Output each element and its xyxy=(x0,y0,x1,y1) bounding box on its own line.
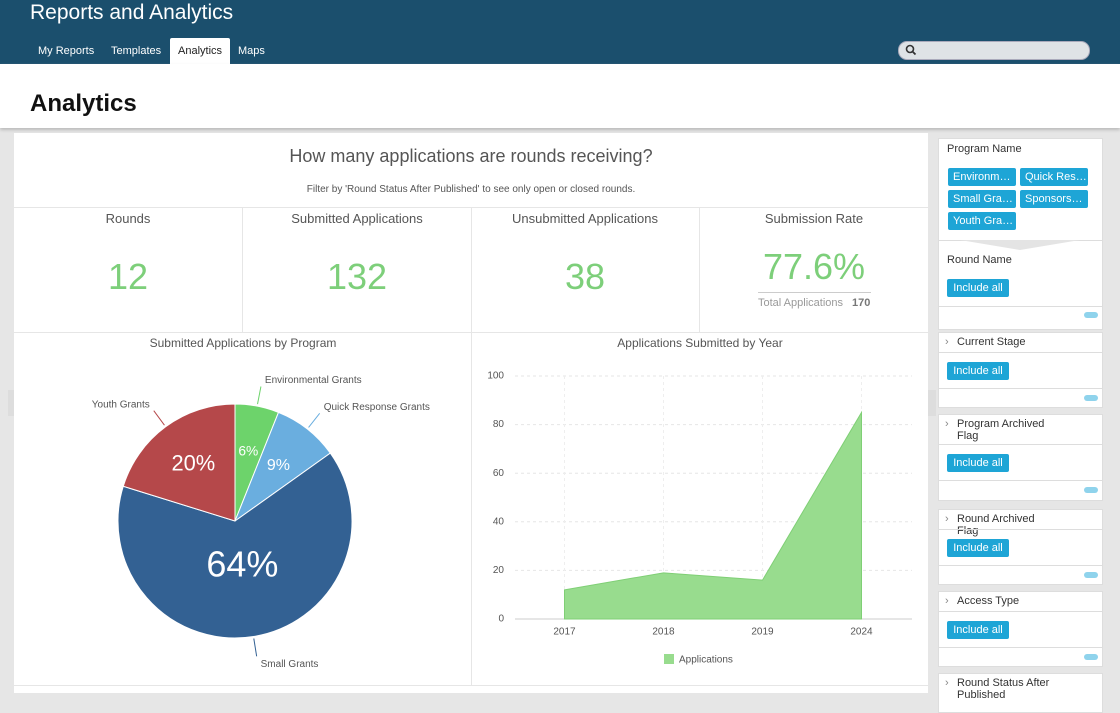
divider xyxy=(939,529,1102,530)
toggle[interactable] xyxy=(1084,654,1098,660)
y-tick-label: 80 xyxy=(493,419,505,430)
y-tick-label: 0 xyxy=(498,614,504,625)
filter-chip[interactable]: Sponsors… xyxy=(1020,190,1088,208)
divider xyxy=(939,388,1102,389)
x-tick-label: 2017 xyxy=(553,627,576,638)
divider xyxy=(699,207,700,332)
total-label: Total Applications xyxy=(758,297,843,309)
divider xyxy=(14,685,928,686)
divider xyxy=(939,352,1102,353)
legend-label: Applications xyxy=(679,655,733,666)
divider xyxy=(939,611,1102,612)
charts: Submitted Applications by Program 6% Envir… xyxy=(92,336,912,670)
chart-title: Applications Submitted by Year xyxy=(617,336,782,350)
toggle[interactable] xyxy=(1084,395,1098,401)
y-tick-label: 20 xyxy=(493,565,505,576)
filter-note: Filter by 'Round Status After Published'… xyxy=(306,184,636,195)
slice-category: Environmental Grants xyxy=(265,375,362,386)
toggle[interactable] xyxy=(1084,312,1098,318)
divider xyxy=(939,444,1102,445)
kpi-value: 77.6% xyxy=(762,246,866,287)
pie-slice xyxy=(122,403,236,522)
tab[interactable]: Maps xyxy=(238,45,265,57)
pie-slice xyxy=(117,452,353,639)
filter-label: Round Status After Published xyxy=(957,677,1050,701)
x-tick-label: 2024 xyxy=(850,627,873,638)
filter-chip[interactable]: Environm… xyxy=(948,168,1016,186)
leader-line xyxy=(257,386,262,405)
slice-label: 64% xyxy=(206,544,278,585)
toggle[interactable] xyxy=(1084,487,1098,493)
divider xyxy=(939,565,1102,566)
chevron: › xyxy=(945,595,949,607)
slice-label: 9% xyxy=(267,457,290,474)
x-tick-label: 2018 xyxy=(652,627,675,638)
filter-label: Current Stage xyxy=(957,336,1026,348)
slice-label: 20% xyxy=(171,450,215,475)
tab-active[interactable]: Analytics xyxy=(170,38,231,64)
divider xyxy=(471,207,472,685)
toggle[interactable] xyxy=(1084,572,1098,578)
kpi-value: 132 xyxy=(326,256,388,297)
filter-chip[interactable]: Small Gra… xyxy=(948,190,1016,208)
chevron: › xyxy=(945,418,949,430)
collapse-handle[interactable] xyxy=(8,390,14,416)
filter-chip[interactable]: Youth Gra… xyxy=(948,212,1016,230)
x-tick-label: 2019 xyxy=(751,627,774,638)
tab[interactable]: My Reports xyxy=(38,45,95,57)
expand-arrow[interactable] xyxy=(960,240,1080,250)
leader-line xyxy=(153,410,165,426)
slice-label: 6% xyxy=(238,444,258,459)
page-title: Analytics xyxy=(30,90,137,117)
include-all-button[interactable]: Include all xyxy=(947,279,1009,297)
filter-label: Program Archived Flag xyxy=(957,418,1045,442)
kpi-label: Submitted Applications xyxy=(291,211,423,226)
y-tick-label: 40 xyxy=(493,516,505,527)
include-all-button[interactable]: Include all xyxy=(947,621,1009,639)
chevron: › xyxy=(945,677,949,689)
divider xyxy=(939,480,1102,481)
collapse-handle[interactable] xyxy=(928,390,936,416)
filter-label: Access Type xyxy=(957,595,1020,607)
filter-panel xyxy=(938,138,1103,330)
y-tick-label: 60 xyxy=(493,468,505,479)
include-all-button[interactable]: Include all xyxy=(947,362,1009,380)
y-tick-label: 100 xyxy=(487,371,504,382)
slice-category: Quick Response Grants xyxy=(324,402,430,413)
tab[interactable]: Templates xyxy=(111,45,162,57)
include-all-button[interactable]: Include all xyxy=(947,454,1009,472)
slice-category: Youth Grants xyxy=(92,399,150,410)
legend-swatch xyxy=(664,654,674,664)
filter-label: Round Archived Flag xyxy=(957,513,1035,537)
app-title: Reports and Analytics xyxy=(30,1,234,24)
kpi-label: Rounds xyxy=(105,211,151,226)
include-all-button[interactable]: Include all xyxy=(947,539,1009,557)
filter-label: Round Name xyxy=(947,254,1012,266)
chevron: › xyxy=(945,513,949,525)
kpi-value: 38 xyxy=(564,256,606,297)
divider xyxy=(939,306,1102,307)
divider xyxy=(758,292,871,293)
filter-label: Program Name xyxy=(947,143,1022,155)
kpi-value: 12 xyxy=(107,256,149,297)
total-value: 170 xyxy=(852,297,871,309)
search-box[interactable] xyxy=(898,41,1090,60)
area xyxy=(564,410,862,620)
filter-chip[interactable]: Quick Res… xyxy=(1020,168,1088,186)
title-bar xyxy=(0,64,1120,128)
search-icon xyxy=(905,44,917,56)
kpi-label: Unsubmitted Applications xyxy=(512,211,658,226)
leader-line xyxy=(253,638,258,657)
chevron: › xyxy=(945,336,949,348)
leader-line xyxy=(308,413,321,428)
chart-title: Submitted Applications by Program xyxy=(150,336,337,350)
kpi-label: Submission Rate xyxy=(764,211,864,226)
divider xyxy=(939,647,1102,648)
question: How many applications are rounds receivi… xyxy=(289,146,653,166)
slice-category: Small Grants xyxy=(261,659,319,670)
divider xyxy=(242,207,243,332)
